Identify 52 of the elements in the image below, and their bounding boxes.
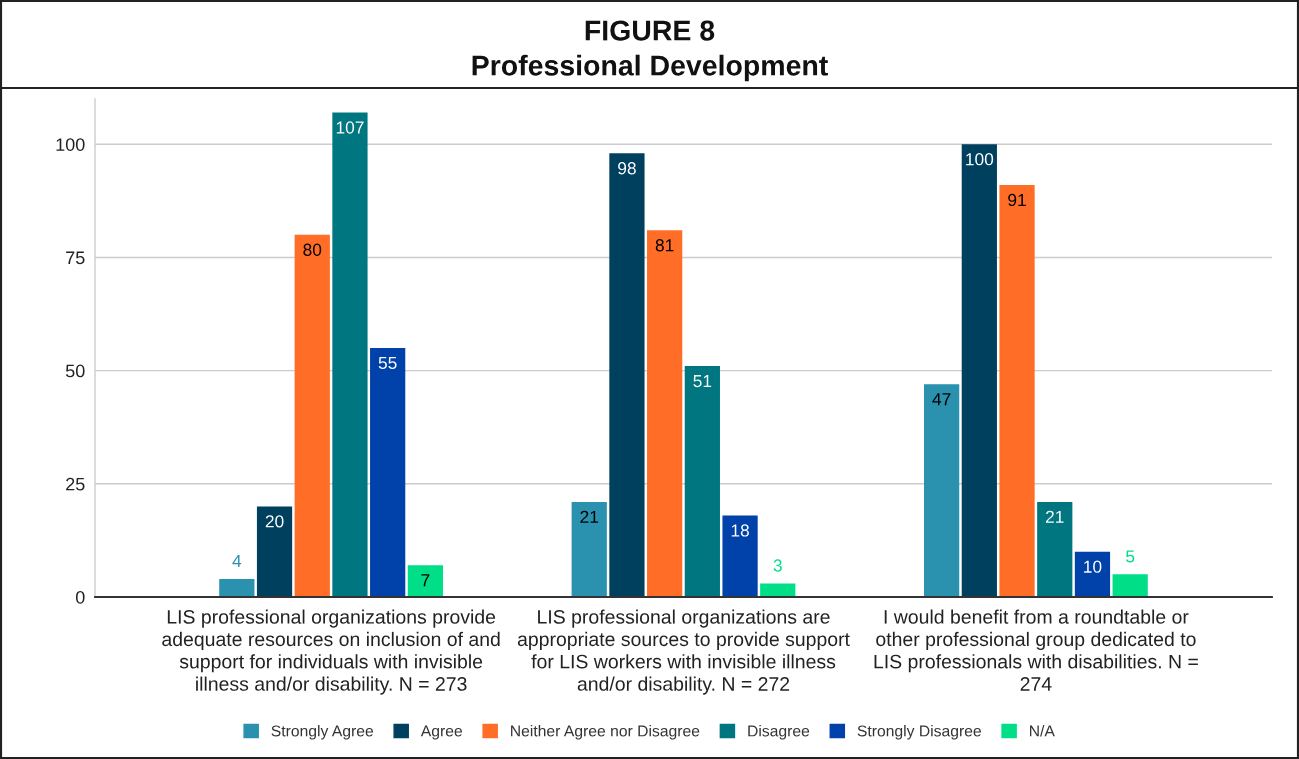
x-tick-label: LIS professional organizations are appropriate sources to provide support for LIS workers with invisible illness and/or disability. N = 272 <box>517 609 850 695</box>
bar <box>256 506 293 597</box>
bar <box>999 185 1035 597</box>
bar <box>1074 551 1111 597</box>
bar <box>294 234 330 597</box>
data-label: 3 <box>773 559 782 572</box>
bar <box>407 565 443 597</box>
legend-label: N/A <box>1030 724 1055 737</box>
bar <box>219 578 255 597</box>
data-label: 91 <box>1008 193 1026 207</box>
data-label: 20 <box>265 515 284 528</box>
bar <box>961 144 997 597</box>
data-label: 51 <box>693 375 712 388</box>
data-label: 80 <box>303 243 322 256</box>
chart-subtitle: Professional Development <box>472 54 828 82</box>
data-label: 7 <box>421 574 430 587</box>
data-label: 100 <box>966 153 994 166</box>
data-label: 98 <box>618 162 636 175</box>
data-label: 107 <box>336 121 364 134</box>
bar <box>924 384 960 597</box>
y-tick-label: 100 <box>56 138 85 151</box>
data-label: 81 <box>655 239 674 252</box>
bar <box>1037 501 1073 597</box>
bar <box>684 366 720 597</box>
data-label: 21 <box>580 510 599 523</box>
data-label: 21 <box>1045 510 1064 523</box>
y-tick-label: 75 <box>66 251 85 265</box>
chart-title: FIGURE 8 <box>585 20 715 41</box>
y-tick-label: 0 <box>75 590 85 604</box>
bar <box>571 501 607 597</box>
legend-label: Strongly Agree <box>271 724 374 740</box>
legend-label: Disagree <box>748 724 810 740</box>
bar <box>370 348 406 597</box>
data-label: 18 <box>731 524 749 537</box>
data-label: 5 <box>1126 550 1135 563</box>
data-label: 4 <box>232 555 242 567</box>
bar <box>647 230 683 597</box>
data-label: 55 <box>378 356 397 370</box>
bar <box>722 515 758 597</box>
legend-label: Neither Agree nor Disagree <box>511 724 700 740</box>
x-tick-label: LIS professional organizations provide adequate resources on inclusion of and support for individuals with invisible illness and/or disability. N = 273 <box>162 609 500 695</box>
legend-label: Agree <box>420 725 462 740</box>
y-tick-label: 50 <box>65 364 85 378</box>
bar <box>1112 574 1148 597</box>
bar <box>332 112 368 597</box>
y-tick-label: 25 <box>66 477 85 491</box>
data-label: 47 <box>932 393 951 406</box>
bar <box>609 153 645 597</box>
bar <box>760 583 796 597</box>
legend-label: Strongly Disagree <box>857 724 981 740</box>
x-tick-label: I would benefit from a roundtable or other professional group dedicated to LIS professionals with disabilities. N = 274 <box>874 609 1198 691</box>
data-label: 10 <box>1084 560 1102 573</box>
